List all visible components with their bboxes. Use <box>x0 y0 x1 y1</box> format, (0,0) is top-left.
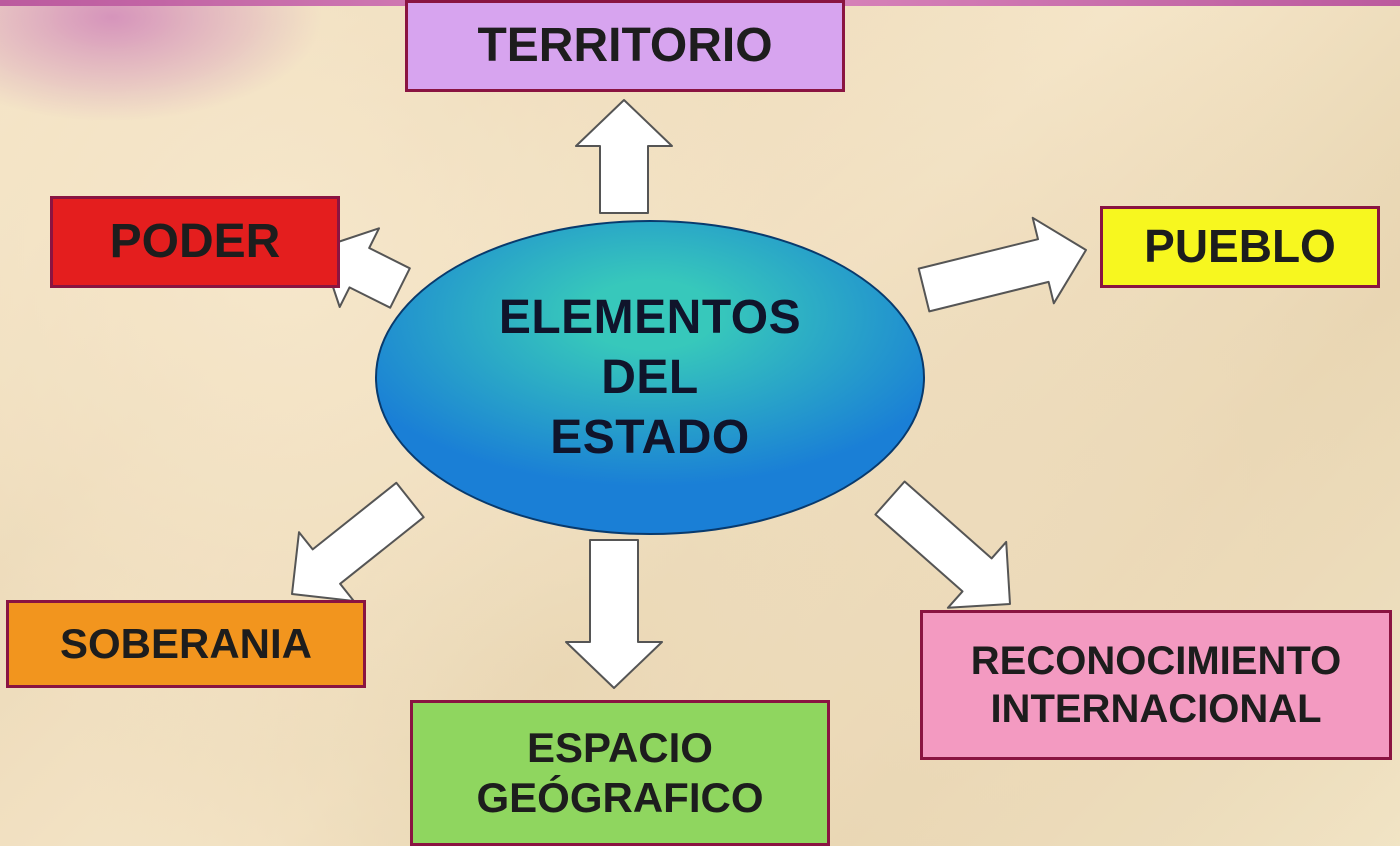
arrow-to-pueblo <box>919 218 1086 312</box>
arrow-to-reconocimiento <box>875 482 1010 608</box>
node-pueblo: PUEBLO <box>1100 206 1380 288</box>
arrow-to-territorio <box>576 100 672 213</box>
node-label: PUEBLO <box>1144 219 1336 274</box>
node-poder: PODER <box>50 196 340 288</box>
arrow-to-espacio <box>566 540 662 688</box>
node-label: SOBERANIA <box>60 619 312 669</box>
node-soberania: SOBERANIA <box>6 600 366 688</box>
diagram-canvas: ELEMENTOS DEL ESTADO TERRITORIO PUEBLO REC… <box>0 0 1400 846</box>
center-node: ELEMENTOS DEL ESTADO <box>375 220 925 535</box>
node-espacio: ESPACIO GEÓGRAFICO <box>410 700 830 846</box>
node-label: TERRITORIO <box>477 17 772 75</box>
node-label: ESPACIO GEÓGRAFICO <box>476 723 763 824</box>
node-label: PODER <box>110 213 281 271</box>
center-node-label: ELEMENTOS DEL ESTADO <box>499 288 801 468</box>
node-reconocimiento: RECONOCIMIENTO INTERNACIONAL <box>920 610 1392 760</box>
arrow-to-soberania <box>292 483 424 601</box>
node-territorio: TERRITORIO <box>405 0 845 92</box>
node-label: RECONOCIMIENTO INTERNACIONAL <box>971 637 1341 733</box>
